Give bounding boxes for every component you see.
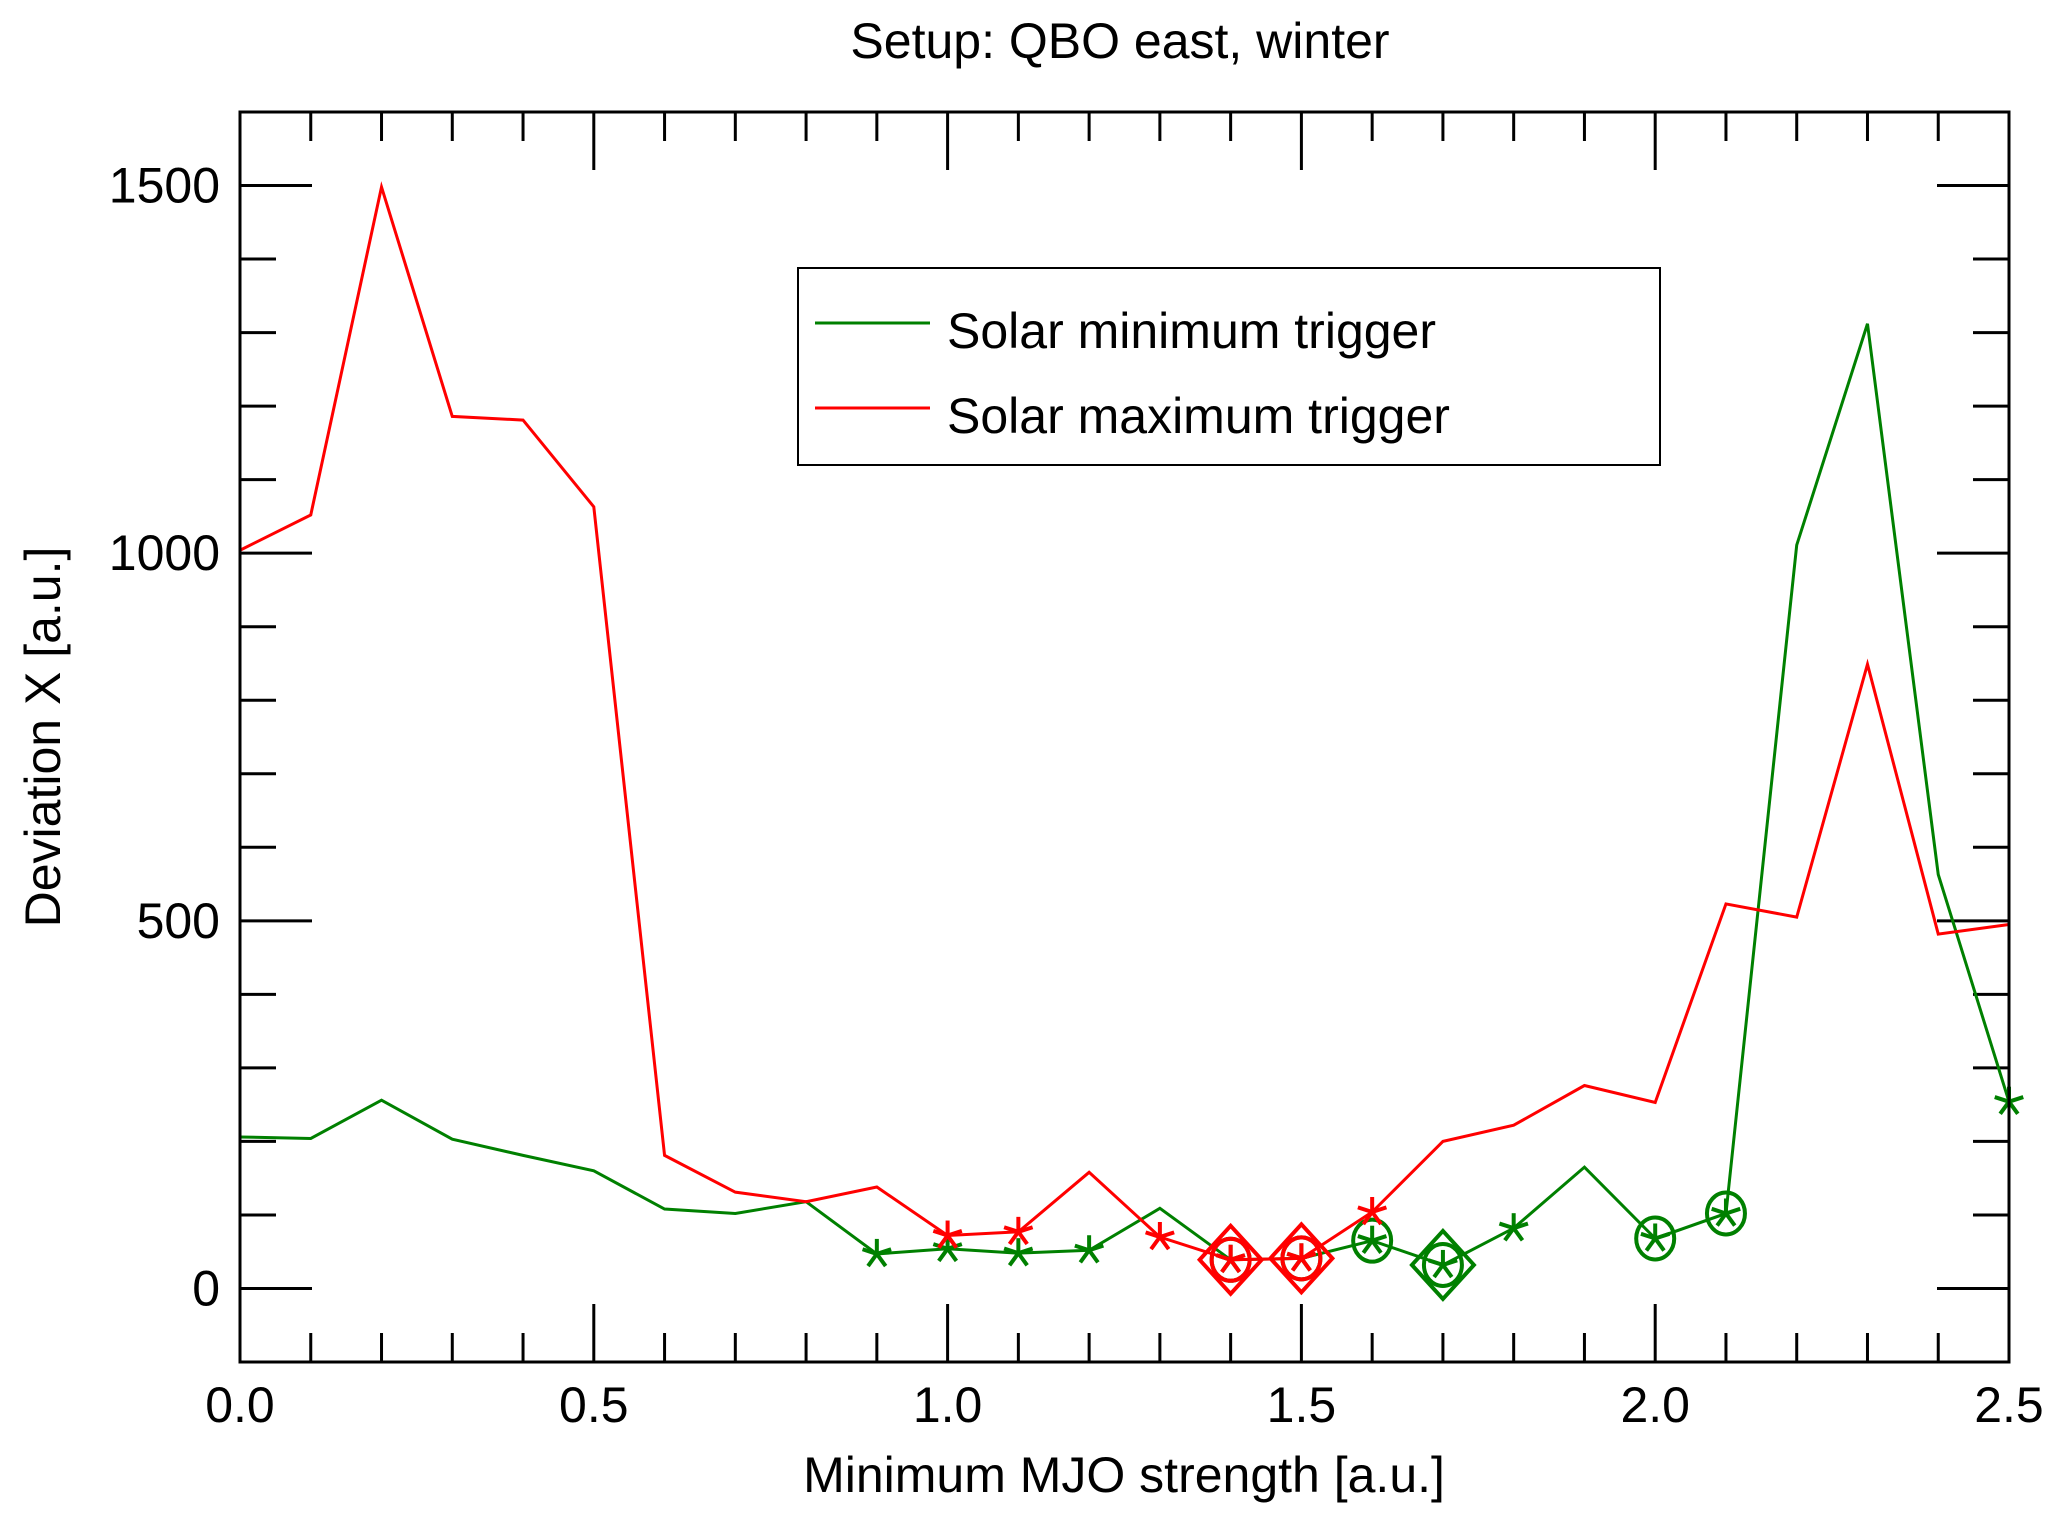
circle-marker — [1209, 1236, 1252, 1283]
circle-marker — [1421, 1241, 1464, 1288]
asterisk-marker — [861, 1238, 892, 1268]
asterisk-marker — [1498, 1213, 1529, 1242]
series-line — [239, 181, 2010, 1262]
asterisk-marker — [1428, 1249, 1458, 1279]
x-tick-label: 1.5 — [1267, 1377, 1337, 1433]
legend-label-solar-maximum: Solar maximum trigger — [947, 388, 1450, 444]
axis-ticks: 0.0 0.5 1.0 1.5 2.0 2.5 0 500 1000 1500 — [109, 110, 2044, 1433]
asterisk-marker — [1640, 1223, 1671, 1252]
diamond-marker — [1196, 1222, 1265, 1297]
series-line — [239, 323, 2011, 1267]
series-0 — [239, 323, 2024, 1302]
y-tick-label: 1000 — [109, 525, 220, 581]
asterisk-marker — [1074, 1235, 1105, 1264]
x-tick-label: 1.0 — [913, 1377, 983, 1433]
diamond-marker — [1267, 1221, 1336, 1296]
circle-marker — [1351, 1217, 1394, 1264]
asterisk-marker — [1286, 1243, 1317, 1272]
circle-marker — [1280, 1235, 1323, 1282]
x-tick-label: 0.0 — [205, 1377, 275, 1433]
asterisk-marker — [1357, 1197, 1388, 1226]
x-tick-label: 2.0 — [1620, 1377, 1690, 1433]
y-tick-label: 0 — [192, 1260, 220, 1316]
plot-frame — [238, 110, 2011, 1364]
x-tick-label: 2.5 — [1974, 1377, 2044, 1433]
x-axis-label: Minimum MJO strength [a.u.] — [803, 1447, 1445, 1503]
asterisk-marker — [1003, 1238, 1034, 1267]
x-tick-label: 0.5 — [559, 1377, 629, 1433]
legend-box — [797, 267, 1661, 466]
y-tick-label: 500 — [137, 893, 220, 949]
chart-title: Setup: QBO east, winter — [850, 13, 1389, 69]
series-layer — [239, 181, 2024, 1302]
asterisk-marker — [932, 1220, 963, 1249]
y-tick-label: 1500 — [109, 158, 220, 214]
diamond-marker — [1409, 1227, 1477, 1302]
asterisk-marker — [1357, 1225, 1388, 1254]
legend: Solar minimum trigger Solar maximum trig… — [797, 267, 1661, 466]
y-axis-label: Deviation X [a.u.] — [15, 547, 71, 928]
legend-label-solar-minimum: Solar minimum trigger — [947, 303, 1436, 359]
asterisk-marker — [1711, 1198, 1741, 1227]
asterisk-marker — [1215, 1244, 1246, 1274]
asterisk-marker — [1003, 1216, 1034, 1246]
circle-marker — [1634, 1215, 1677, 1262]
circle-marker — [1704, 1190, 1747, 1237]
asterisk-marker — [1144, 1222, 1175, 1251]
series-1 — [239, 181, 2010, 1297]
